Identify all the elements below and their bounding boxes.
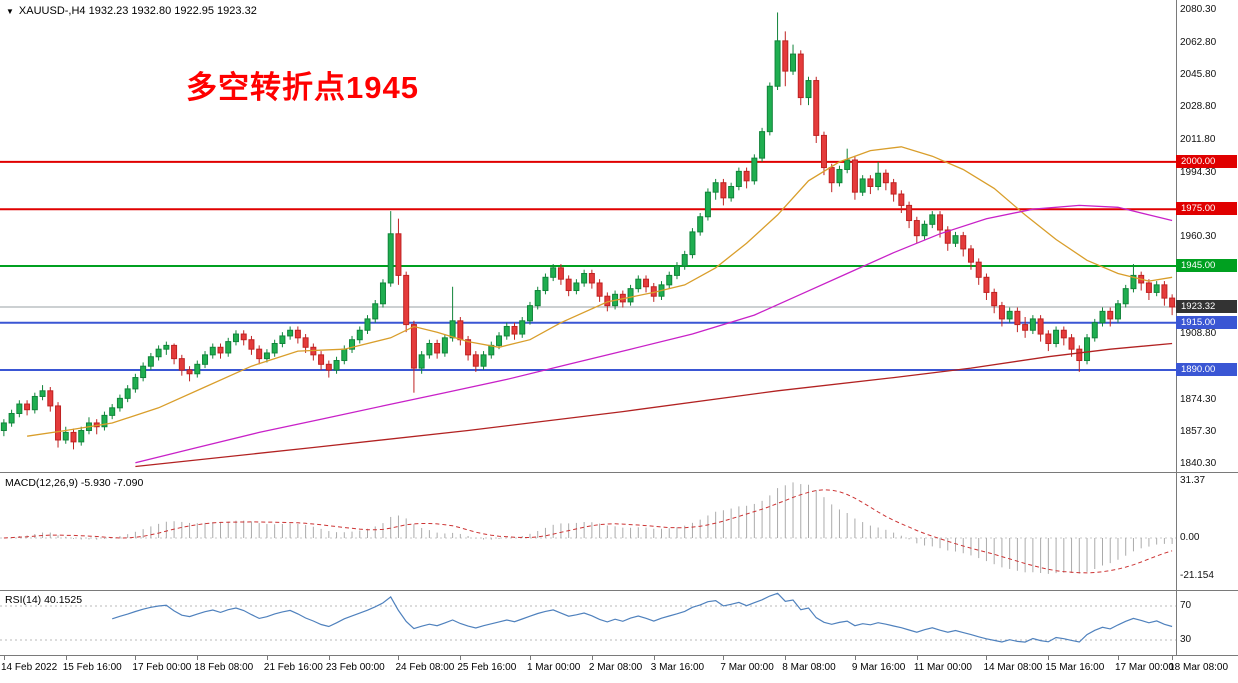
time-tick <box>460 656 462 660</box>
time-tick <box>3 656 5 660</box>
time-tick <box>398 656 400 660</box>
time-tick <box>1117 656 1119 660</box>
rsi-axis[interactable]: 70 30 <box>1176 591 1238 655</box>
time-label: 15 Mar 16:00 <box>1045 662 1105 673</box>
time-label: 8 Mar 08:00 <box>782 662 836 673</box>
panel-separator[interactable] <box>0 590 1238 591</box>
time-tick <box>591 656 593 660</box>
time-tick <box>1172 656 1174 660</box>
panel-separator <box>0 655 1238 656</box>
time-label: 18 Mar 08:00 <box>1169 662 1229 673</box>
time-label: 15 Feb 16:00 <box>62 662 122 673</box>
candles-group <box>0 12 1176 450</box>
time-label: 9 Mar 16:00 <box>851 662 906 673</box>
time-label: 24 Feb 08:00 <box>395 662 455 673</box>
panel-separator[interactable] <box>0 472 1238 473</box>
macd-axis[interactable]: 31.37 0.00 -21.154 <box>1176 473 1238 590</box>
time-tick <box>1048 656 1050 660</box>
price-tick-label: 1857.30 <box>1180 425 1217 437</box>
price-tick-label: 1874.30 <box>1180 393 1217 405</box>
time-axis[interactable]: 14 Feb 2022 15 Feb 16:00 17 Feb 00:00 18 Fe… <box>0 656 1238 683</box>
price-level-badge: 1975.00 <box>1176 202 1237 216</box>
time-tick <box>266 656 268 660</box>
price-chart[interactable] <box>0 0 1176 472</box>
time-tick <box>723 656 725 660</box>
symbol-dropdown-icon[interactable]: ▼ <box>6 6 14 16</box>
time-label: 21 Feb 16:00 <box>263 662 323 673</box>
macd-axis-label: 0.00 <box>1180 532 1200 543</box>
rsi-axis-label: 70 <box>1180 600 1192 611</box>
price-axis[interactable]: 2080.30 2062.80 2045.80 2028.80 2011.80 1994.… <box>1176 0 1238 472</box>
time-tick <box>65 656 67 660</box>
time-label: 18 Feb 08:00 <box>194 662 254 673</box>
price-tick-label: 2011.80 <box>1180 133 1216 145</box>
rsi-axis-label: 30 <box>1180 634 1192 645</box>
last-price-badge: 1923.32 <box>1176 299 1237 313</box>
time-label: 14 Feb 2022 <box>1 662 58 673</box>
rsi-line <box>112 592 1173 643</box>
macd-signal-line <box>3 489 1173 574</box>
chart-annotation: 多空转折点1945 <box>186 70 419 105</box>
price-tick-label: 1994.30 <box>1180 166 1217 178</box>
ma-slow-darkred <box>135 342 1173 468</box>
time-tick <box>785 656 787 660</box>
time-tick <box>916 656 918 660</box>
price-tick-label: 2045.80 <box>1180 69 1217 81</box>
time-label: 11 Mar 00:00 <box>913 662 972 673</box>
time-label: 14 Mar 08:00 <box>983 662 1043 673</box>
price-tick-label: 2062.80 <box>1180 37 1217 49</box>
price-tick-label: 1908.80 <box>1180 328 1217 340</box>
time-tick <box>529 656 531 660</box>
rsi-panel[interactable] <box>0 591 1176 655</box>
rsi-indicator-label: RSI(14) 40.1525 <box>5 594 83 606</box>
price-level-badge: 1890.00 <box>1176 362 1237 376</box>
price-level-badge: 2000.00 <box>1176 154 1237 168</box>
price-tick-label: 1960.30 <box>1180 231 1217 242</box>
time-tick <box>854 656 856 660</box>
time-tick <box>986 656 988 660</box>
time-tick <box>135 656 137 660</box>
time-label: 1 Mar 00:00 <box>526 662 581 673</box>
ma-fast-orange <box>27 146 1173 437</box>
time-label: 17 Mar 00:00 <box>1114 662 1174 673</box>
time-tick <box>197 656 199 660</box>
macd-axis-label: -21.154 <box>1180 570 1214 582</box>
time-label: 7 Mar 00:00 <box>720 662 774 673</box>
time-label: 3 Mar 16:00 <box>650 662 705 673</box>
macd-histogram <box>11 482 1173 574</box>
macd-axis-label: 31.37 <box>1180 475 1206 487</box>
macd-indicator-label: MACD(12,26,9) -5.930 -7.090 <box>5 477 144 489</box>
symbol-ohlc-label: XAUUSD-,H4 1932.23 1932.80 1922.95 1923.… <box>18 5 257 17</box>
time-label: 2 Mar 08:00 <box>588 662 643 673</box>
macd-panel[interactable] <box>0 473 1176 590</box>
price-level-badge: 1915.00 <box>1176 315 1237 329</box>
time-label: 25 Feb 16:00 <box>457 662 517 673</box>
time-label: 23 Feb 00:00 <box>325 662 385 673</box>
ma-mid-magenta <box>135 204 1173 464</box>
time-tick <box>653 656 655 660</box>
symbol-info-line: ▼ XAUUSD-,H4 1932.23 1932.80 1922.95 192… <box>6 5 257 17</box>
price-tick-label: 2080.30 <box>1180 4 1217 15</box>
time-tick <box>328 656 330 660</box>
time-label: 17 Feb 00:00 <box>132 662 192 673</box>
price-tick-label: 1840.30 <box>1180 458 1217 469</box>
price-tick-label: 2028.80 <box>1180 101 1217 113</box>
price-level-badge: 1945.00 <box>1176 258 1237 272</box>
